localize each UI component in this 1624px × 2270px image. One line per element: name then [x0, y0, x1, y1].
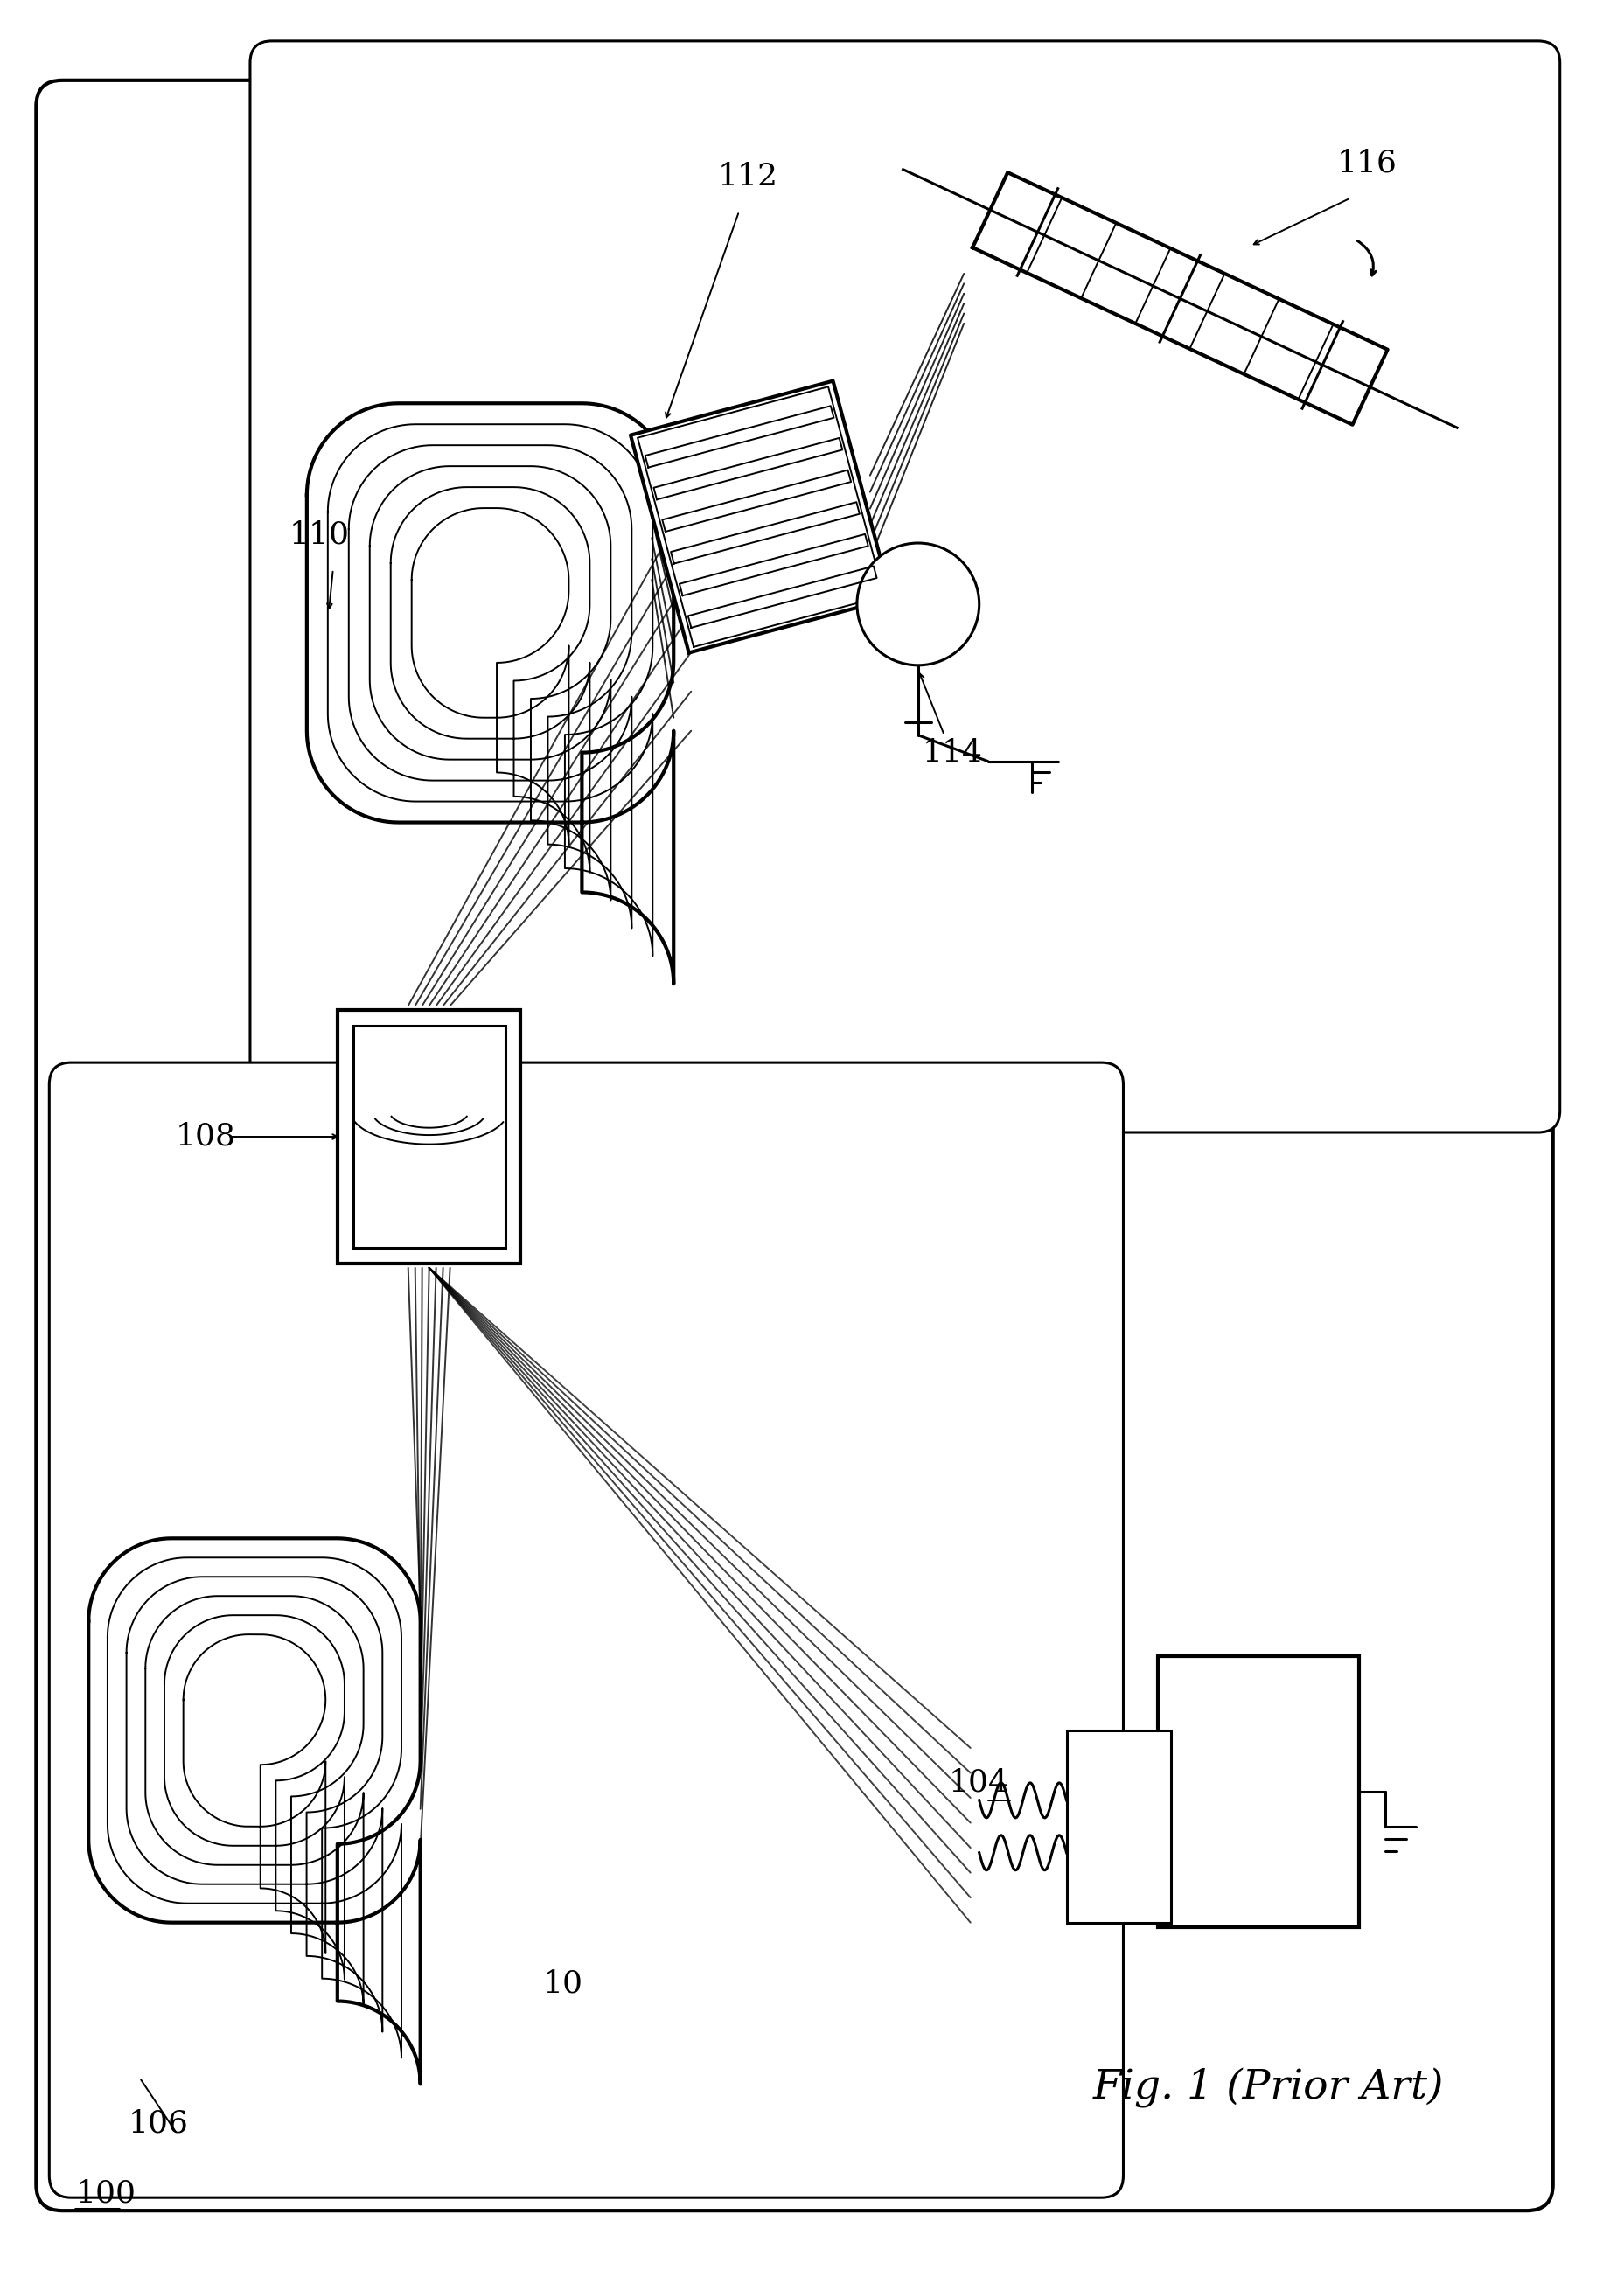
Polygon shape	[89, 1539, 421, 2084]
Polygon shape	[307, 404, 674, 983]
Text: 116: 116	[1337, 148, 1398, 177]
Text: 101: 101	[1294, 1759, 1354, 1789]
Circle shape	[857, 543, 979, 665]
Bar	[1067, 1730, 1171, 1923]
Polygon shape	[654, 438, 843, 499]
Polygon shape	[630, 381, 892, 654]
Bar	[338, 1010, 521, 1264]
Polygon shape	[689, 565, 877, 629]
FancyBboxPatch shape	[36, 79, 1553, 2211]
Text: 100: 100	[75, 2179, 136, 2209]
Text: 112: 112	[718, 161, 778, 191]
Text: 102: 102	[1145, 1768, 1205, 1798]
FancyBboxPatch shape	[250, 41, 1561, 1133]
FancyBboxPatch shape	[49, 1062, 1124, 2197]
Text: 110: 110	[289, 520, 349, 549]
Bar	[1158, 1657, 1359, 1927]
Polygon shape	[671, 502, 859, 563]
Text: 114: 114	[922, 738, 983, 767]
Text: 106: 106	[128, 2109, 188, 2138]
Text: 10: 10	[542, 1968, 583, 1998]
Polygon shape	[645, 406, 833, 468]
Polygon shape	[679, 533, 869, 595]
Bar	[352, 1026, 505, 1249]
Polygon shape	[663, 470, 851, 531]
Text: Fig. 1 (Prior Art): Fig. 1 (Prior Art)	[1093, 2068, 1444, 2109]
Text: 104: 104	[948, 1768, 1009, 1798]
Polygon shape	[973, 173, 1387, 424]
Text: 108: 108	[175, 1121, 235, 1151]
